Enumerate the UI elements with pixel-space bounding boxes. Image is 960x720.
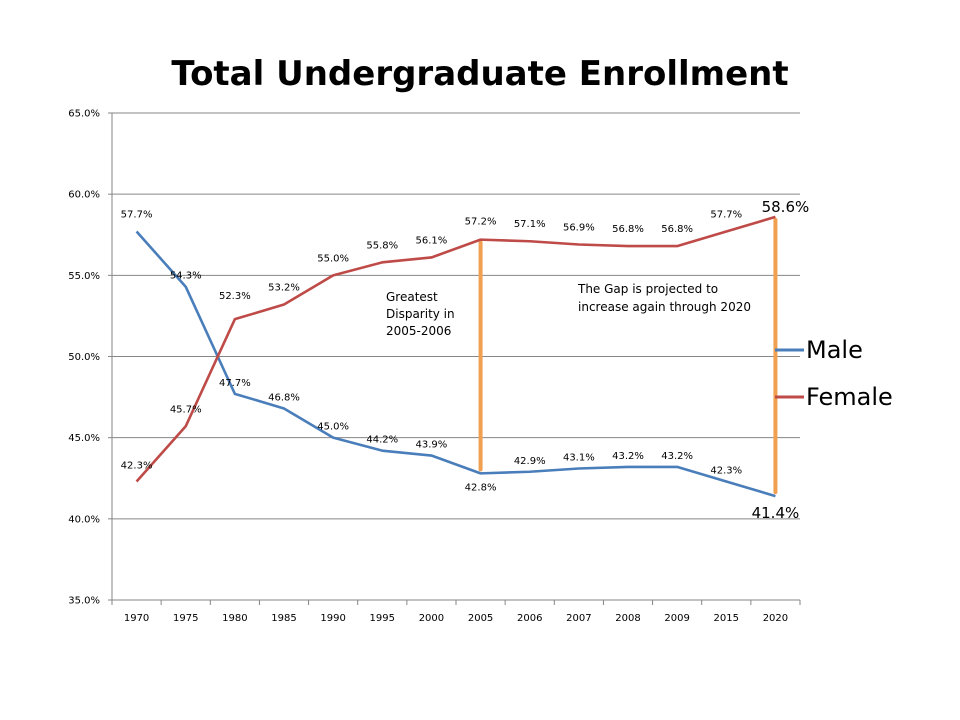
data-label-male: 45.0% xyxy=(317,422,349,433)
data-label-male: 43.9% xyxy=(416,440,448,451)
x-tick-label: 2020 xyxy=(763,613,788,624)
data-label-female: 45.7% xyxy=(170,404,202,415)
data-label-female: 53.2% xyxy=(268,283,300,294)
series-line-female xyxy=(135,215,776,483)
annotation-greatest-disparity: Greatest xyxy=(386,290,438,304)
y-tick-label: 50.0% xyxy=(68,352,100,363)
data-label-male: 41.4% xyxy=(752,504,800,522)
data-label-female: 56.1% xyxy=(416,235,448,246)
data-label-female: 56.8% xyxy=(661,224,693,235)
data-label-female: 56.8% xyxy=(612,224,644,235)
data-label-male: 57.7% xyxy=(121,210,153,221)
x-tick-label: 1995 xyxy=(370,613,395,624)
data-labels: 57.7% 54.3% 47.7% 46.8% 45.0% 44.2% 43.9% 42.8%… xyxy=(121,198,810,522)
x-tick-label: 1990 xyxy=(320,613,345,624)
x-axis-ticks: 1970 1975 1980 1985 1990 1995 2000 2005 2006 2007… xyxy=(111,600,801,624)
data-label-male: 54.3% xyxy=(170,271,202,282)
data-label-female: 55.0% xyxy=(317,253,349,264)
x-tick-label: 2008 xyxy=(615,613,640,624)
data-label-female: 57.7% xyxy=(710,210,742,221)
y-tick-label: 65.0% xyxy=(68,109,100,120)
data-label-male: 42.3% xyxy=(710,465,742,476)
chart-title: Total Undergraduate Enrollment xyxy=(171,54,789,94)
data-label-male: 44.2% xyxy=(366,435,398,446)
data-label-male: 47.7% xyxy=(219,378,251,389)
data-label-female: 42.3% xyxy=(121,460,153,471)
data-label-female: 56.9% xyxy=(563,222,595,233)
x-tick-label: 2000 xyxy=(419,613,444,624)
x-tick-label: 1970 xyxy=(124,613,149,624)
y-tick-label: 55.0% xyxy=(68,271,100,282)
series-lines xyxy=(135,215,776,498)
x-tick-label: 1985 xyxy=(271,613,296,624)
y-tick-label: 35.0% xyxy=(68,596,100,607)
series-line-male xyxy=(135,230,776,498)
data-label-female: 57.1% xyxy=(514,219,546,230)
data-label-female: 55.8% xyxy=(366,240,398,251)
annotation-gap-projection: The Gap is projected to xyxy=(577,282,718,296)
x-tick-label: 1980 xyxy=(222,613,247,624)
legend-label-male: Male xyxy=(806,336,863,364)
data-label-male: 43.2% xyxy=(661,451,693,462)
gap-markers xyxy=(478,217,778,495)
data-label-female: 52.3% xyxy=(219,291,251,302)
data-label-male: 46.8% xyxy=(268,392,300,403)
annotation-greatest-disparity: 2005-2006 xyxy=(386,324,451,338)
y-tick-label: 40.0% xyxy=(68,514,100,525)
gridlines xyxy=(112,112,800,601)
x-tick-label: 2007 xyxy=(566,613,591,624)
data-label-female: 58.6% xyxy=(762,198,810,216)
x-tick-label: 2006 xyxy=(517,613,542,624)
y-tick-label: 60.0% xyxy=(68,190,100,201)
x-tick-label: 2005 xyxy=(468,613,493,624)
data-label-female: 57.2% xyxy=(465,217,497,228)
legend-label-female: Female xyxy=(806,383,893,411)
annotation-gap-projection: increase again through 2020 xyxy=(578,300,751,314)
y-axis-ticks: 35.0% 40.0% 45.0% 50.0% 55.0% 60.0% 65.0% xyxy=(68,109,112,607)
data-label-male: 42.9% xyxy=(514,456,546,467)
y-tick-label: 45.0% xyxy=(68,433,100,444)
x-tick-label: 2015 xyxy=(714,613,739,624)
data-label-male: 43.2% xyxy=(612,451,644,462)
x-tick-label: 1975 xyxy=(173,613,198,624)
x-tick-label: 2009 xyxy=(664,613,689,624)
annotation-greatest-disparity: Disparity in xyxy=(386,307,455,321)
data-label-male: 43.1% xyxy=(563,453,595,464)
annotations: Greatest Disparity in 2005-2006 The Gap is … xyxy=(386,282,751,338)
legend: Male Female xyxy=(775,336,893,411)
data-label-male: 42.8% xyxy=(465,482,497,493)
